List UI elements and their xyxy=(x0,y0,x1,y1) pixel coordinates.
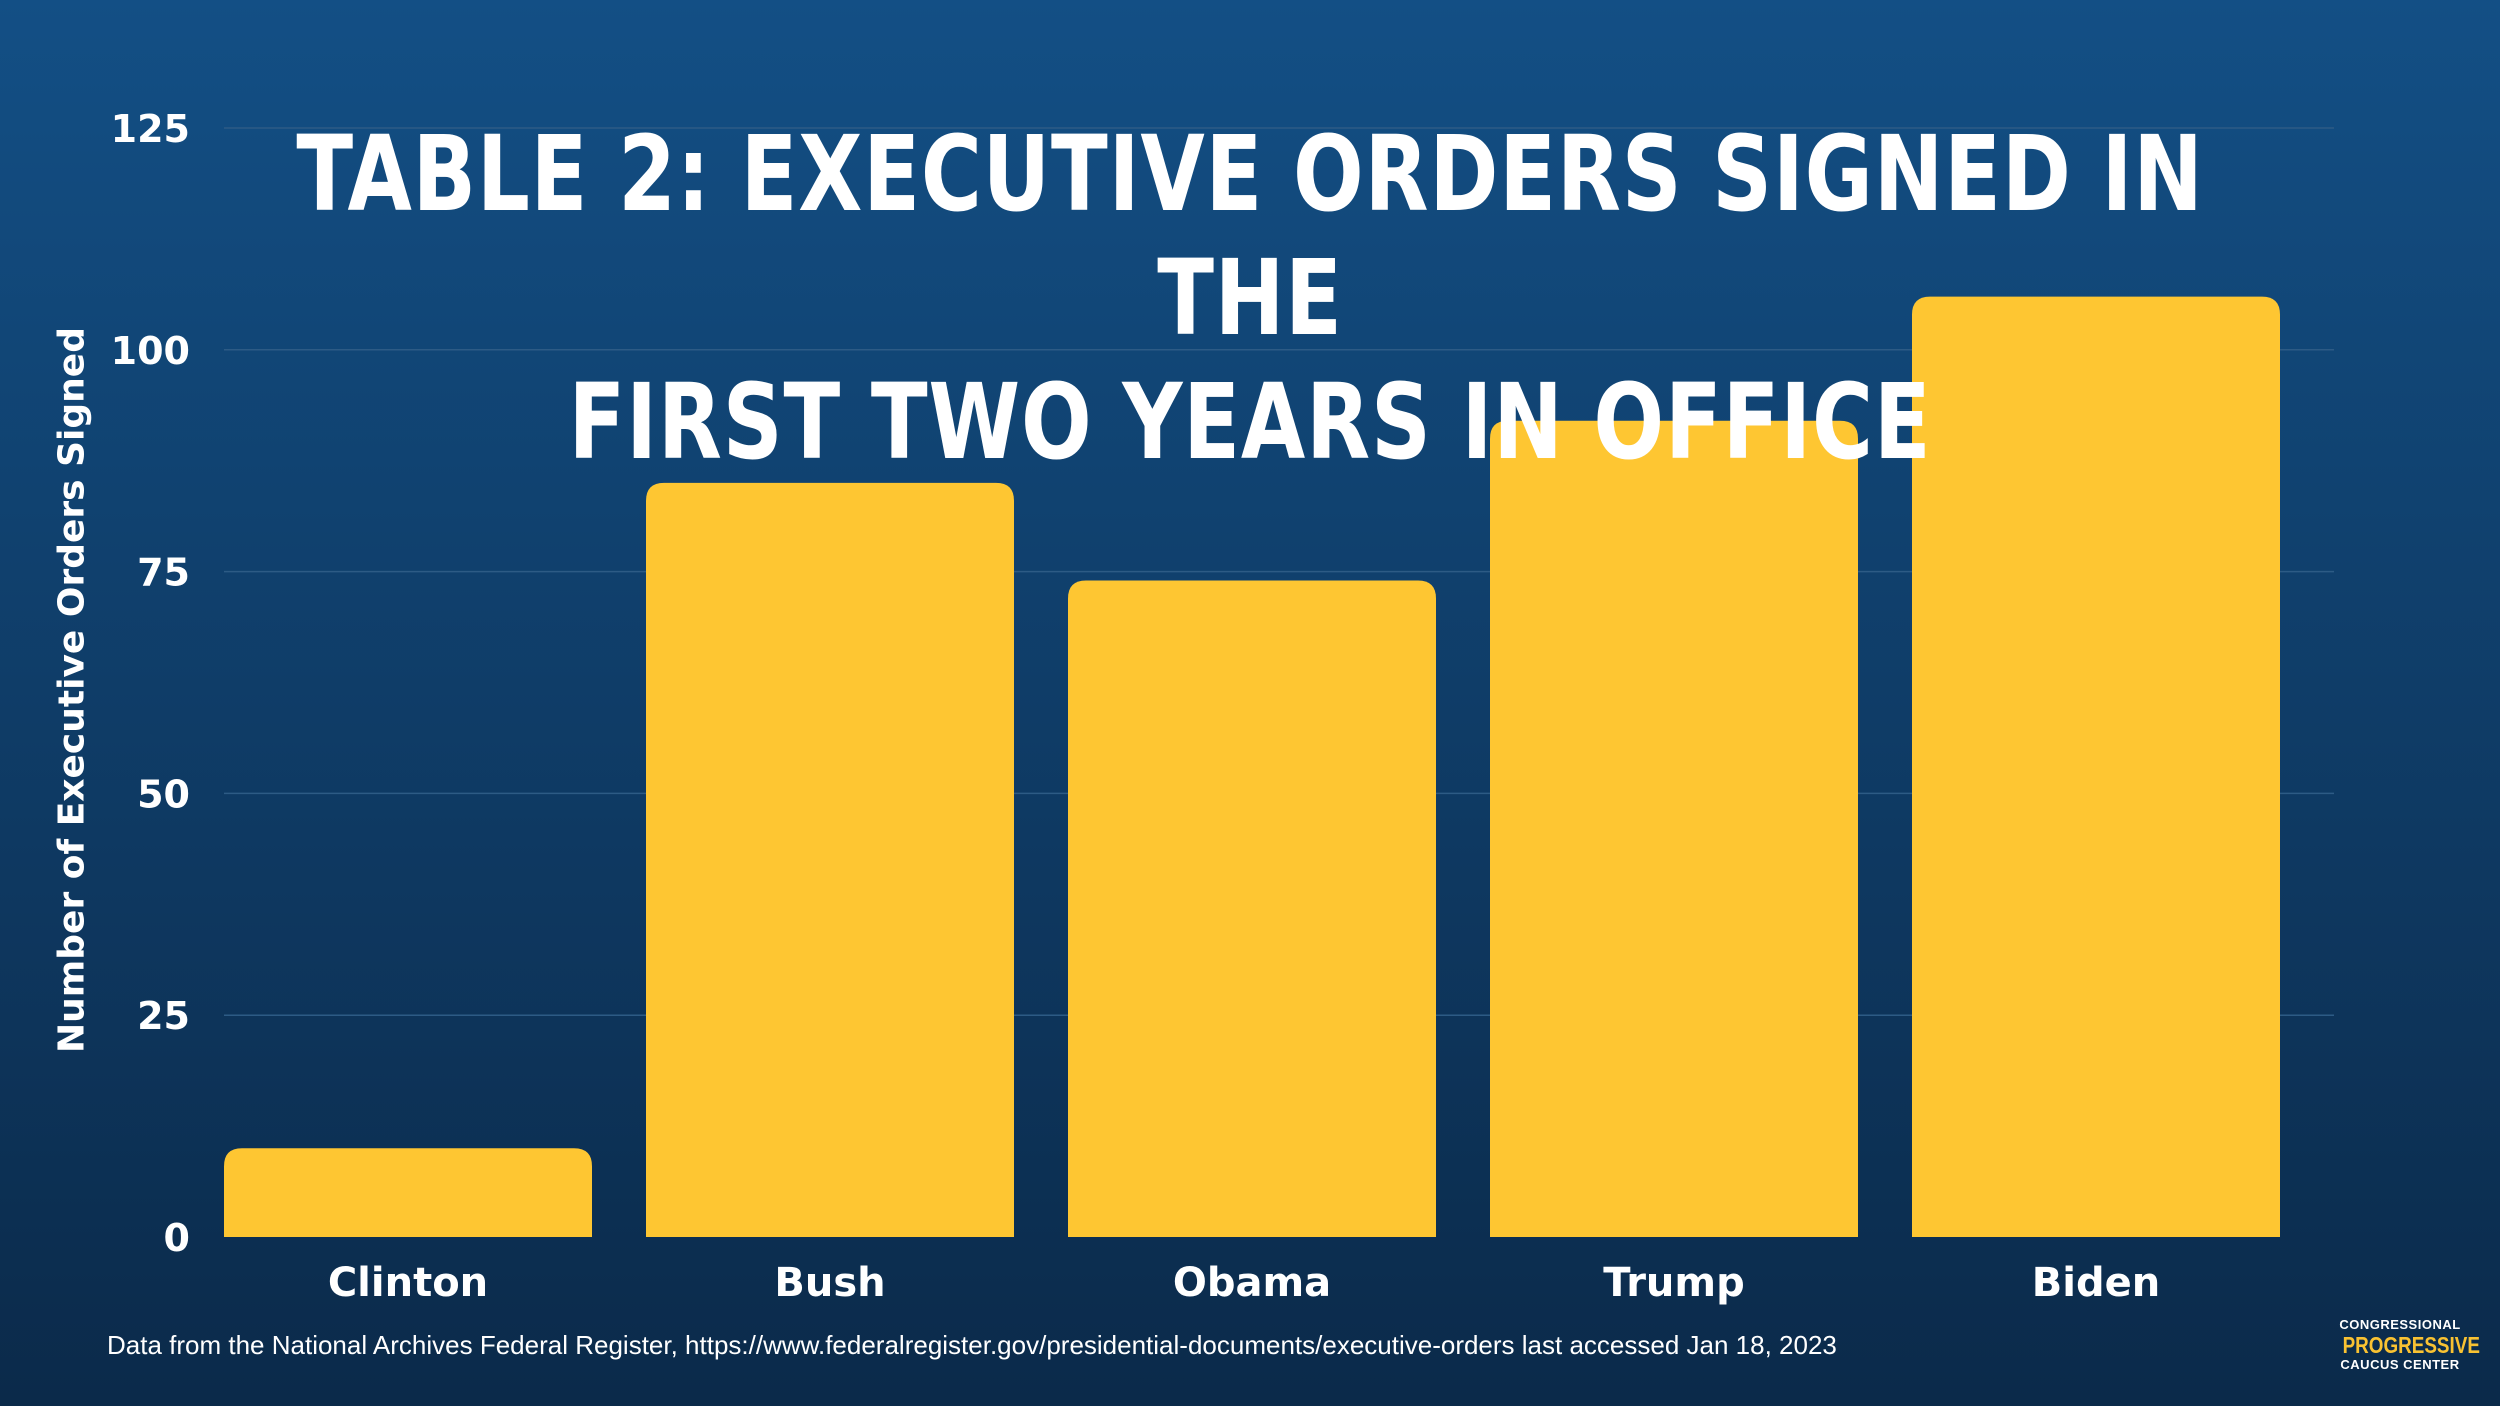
bar-obama xyxy=(1068,580,1436,1237)
x-axis-labels: Clinton Bush Obama Trump Biden xyxy=(328,1260,2160,1306)
y-tick-label: 125 xyxy=(111,107,190,151)
x-tick-label: Trump xyxy=(1603,1260,1744,1306)
bar-bush xyxy=(646,482,1014,1237)
bar-biden xyxy=(1912,296,2280,1237)
chart-title: TABLE 2: EXECUTIVE ORDERS SIGNED IN THE … xyxy=(250,112,2250,484)
source-note: Data from the National Archives Federal … xyxy=(107,1330,1837,1360)
logo-line-2: PROGRESSIVE xyxy=(2342,1332,2480,1358)
chart-title-line-2: FIRST TWO YEARS IN OFFICE xyxy=(568,361,1932,483)
x-tick-label: Clinton xyxy=(328,1260,488,1306)
y-tick-label: 50 xyxy=(137,772,190,816)
organization-logo: CONGRESSIONAL PROGRESSIVE CAUCUS CENTER xyxy=(2330,1317,2480,1373)
x-tick-label: Obama xyxy=(1173,1260,1331,1306)
logo-line-3: CAUCUS CENTER xyxy=(2340,1357,2460,1372)
y-tick-label: 25 xyxy=(137,994,190,1038)
chart-title-line-1: TABLE 2: EXECUTIVE ORDERS SIGNED IN THE xyxy=(296,113,2204,359)
bar-trump xyxy=(1490,420,1858,1237)
y-axis-ticks: 0 25 50 75 100 125 xyxy=(111,107,190,1260)
logo-line-1: CONGRESSIONAL xyxy=(2339,1317,2461,1332)
bars xyxy=(224,296,2280,1237)
bar-clinton xyxy=(224,1148,592,1237)
y-tick-label: 100 xyxy=(111,329,190,373)
x-tick-label: Biden xyxy=(2032,1260,2160,1306)
y-tick-label: 75 xyxy=(137,551,190,595)
y-tick-label: 0 xyxy=(164,1216,190,1260)
y-axis-title-text: Number of Executive Orders Signed xyxy=(51,327,93,1053)
x-tick-label: Bush xyxy=(774,1260,885,1306)
